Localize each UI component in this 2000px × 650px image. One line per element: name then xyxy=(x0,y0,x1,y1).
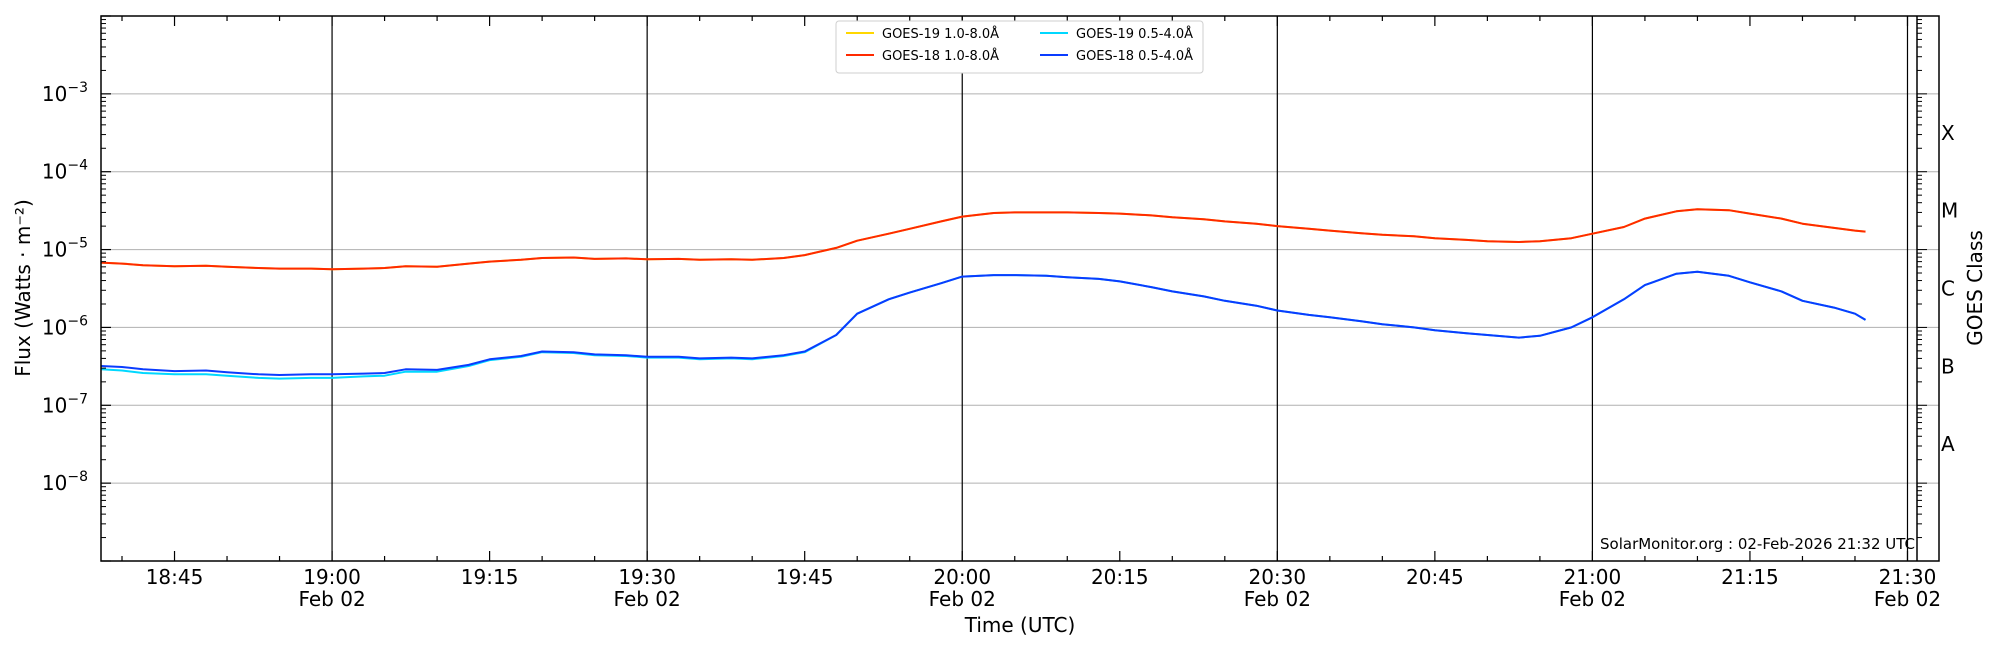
credit-text: SolarMonitor.org : 02-Feb-2026 21:32 UTC xyxy=(1600,535,1915,553)
x-tick-label: 18:45 xyxy=(146,565,204,589)
goes-class-label: M xyxy=(1941,199,1958,223)
plot-frame xyxy=(100,15,1940,562)
x-tick-label: 21:30 xyxy=(1879,565,1937,589)
x-tick-date-label: Feb 02 xyxy=(1559,587,1626,611)
y-tick-label: 10−7 xyxy=(42,391,88,417)
x-tick-label: 19:15 xyxy=(461,565,519,589)
legend: GOES-19 1.0-8.0Å GOES-18 1.0-8.0Å GOES-19 … xyxy=(835,20,1204,74)
legend-label: GOES-18 1.0-8.0Å xyxy=(882,48,999,64)
series-line xyxy=(100,270,1867,376)
x-tick-label: 20:00 xyxy=(933,565,991,589)
goes-class-label: B xyxy=(1941,354,1955,378)
x-tick-date-label: Feb 02 xyxy=(929,587,996,611)
y-tick-label: 10−4 xyxy=(42,158,88,184)
y-tick-label: 10−6 xyxy=(42,313,88,339)
x-tick-date-label: Feb 02 xyxy=(1874,587,1941,611)
legend-label: GOES-19 0.5-4.0Å xyxy=(1076,26,1193,42)
goes-class-label: A xyxy=(1941,432,1955,456)
legend-box xyxy=(835,20,1204,74)
x-tick-label: 20:30 xyxy=(1248,565,1306,589)
x-tick-label: 19:00 xyxy=(303,565,361,589)
y2-axis-title: GOES Class xyxy=(1963,230,1987,346)
legend-label: GOES-19 1.0-8.0Å xyxy=(882,26,999,42)
x-tick-label: 20:45 xyxy=(1406,565,1464,589)
x-tick-label: 20:15 xyxy=(1091,565,1149,589)
goes-class-label: C xyxy=(1941,277,1955,301)
goes-class-label: X xyxy=(1941,121,1955,145)
x-tick-date-label: Feb 02 xyxy=(1244,587,1311,611)
grid-layer xyxy=(101,16,1939,561)
series-layer xyxy=(100,208,1867,380)
x-tick-date-label: Feb 02 xyxy=(298,587,365,611)
y-tick-label: 10−8 xyxy=(42,469,88,495)
x-tick-label: 19:30 xyxy=(618,565,676,589)
legend-label: GOES-18 0.5-4.0Å xyxy=(1076,48,1193,64)
x-tick-label: 21:15 xyxy=(1721,565,1779,589)
series-line xyxy=(100,208,1866,271)
x-tick-label: 21:00 xyxy=(1564,565,1622,589)
y-tick-label: 10−5 xyxy=(42,236,88,262)
x-tick-date-label: Feb 02 xyxy=(614,587,681,611)
ticks-layer xyxy=(101,15,1927,562)
y-axis-title: Flux (Watts · m⁻²) xyxy=(11,199,35,377)
x-tick-label: 19:45 xyxy=(776,565,834,589)
y-tick-label: 10−3 xyxy=(42,80,88,106)
x-axis-title: Time (UTC) xyxy=(964,613,1076,637)
